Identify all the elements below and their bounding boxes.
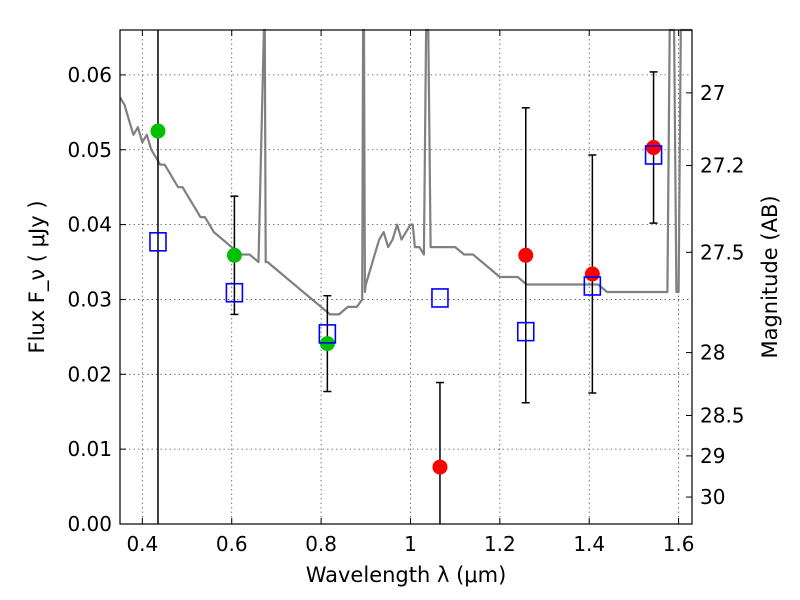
right-tick-label: 30 bbox=[700, 485, 725, 509]
model-point bbox=[516, 321, 535, 342]
y-tick-label: 0.02 bbox=[67, 362, 112, 386]
y-tick-label: 0.05 bbox=[67, 138, 112, 162]
right-axis-label: Magnitude (AB) bbox=[758, 195, 782, 358]
y-axis-label: Flux F_ν ( μJy ) bbox=[25, 200, 50, 353]
right-tick-label: 28 bbox=[700, 341, 725, 365]
x-tick-label: 1.2 bbox=[484, 532, 516, 556]
data-point bbox=[226, 247, 242, 263]
data-point bbox=[518, 247, 534, 263]
right-tick-label: 27.2 bbox=[700, 153, 745, 177]
right-tick-label: 27.5 bbox=[700, 240, 745, 264]
x-tick-label: 0.8 bbox=[305, 532, 337, 556]
x-tick-label: 1.4 bbox=[573, 532, 605, 556]
model-point bbox=[225, 282, 244, 303]
right-tick-label: 29 bbox=[700, 444, 725, 468]
y-tick-label: 0.03 bbox=[67, 287, 112, 311]
x-tick-label: 1.6 bbox=[663, 532, 695, 556]
model-point bbox=[431, 288, 449, 308]
model-point bbox=[318, 324, 337, 344]
x-axis: 0.4 0.6 0.8 1 1.2 1.4 1.6 bbox=[126, 30, 695, 556]
right-tick-label: 28.5 bbox=[700, 403, 745, 427]
x-tick-label: 0.4 bbox=[126, 532, 158, 556]
y-axis: 0.00 0.01 0.02 0.03 0.04 0.05 0.06 bbox=[67, 63, 126, 536]
x-tick-label: 0.6 bbox=[216, 532, 248, 556]
model-spectrum bbox=[119, 28, 692, 316]
right-tick-label: 27 bbox=[700, 81, 725, 105]
right-axis: 27 27.2 27.5 28 28.5 29 30 bbox=[686, 81, 745, 509]
model-point bbox=[583, 276, 602, 296]
model-point bbox=[149, 232, 167, 252]
error-bars bbox=[157, 30, 658, 524]
model-spectrum-line bbox=[119, 28, 692, 316]
x-axis-label: Wavelength λ (μm) bbox=[306, 563, 507, 587]
y-tick-label: 0.06 bbox=[67, 63, 112, 87]
data-markers bbox=[149, 123, 663, 475]
data-point bbox=[584, 266, 600, 282]
data-point bbox=[432, 459, 448, 475]
y-tick-label: 0.00 bbox=[67, 512, 112, 536]
model-point bbox=[644, 145, 663, 165]
grid-lines bbox=[120, 30, 692, 525]
data-point bbox=[646, 140, 662, 156]
y-tick-label: 0.04 bbox=[67, 213, 112, 237]
y-tick-label: 0.01 bbox=[67, 437, 112, 461]
data-point bbox=[150, 123, 166, 139]
plot-frame bbox=[119, 29, 693, 525]
x-tick-label: 1 bbox=[404, 532, 417, 556]
